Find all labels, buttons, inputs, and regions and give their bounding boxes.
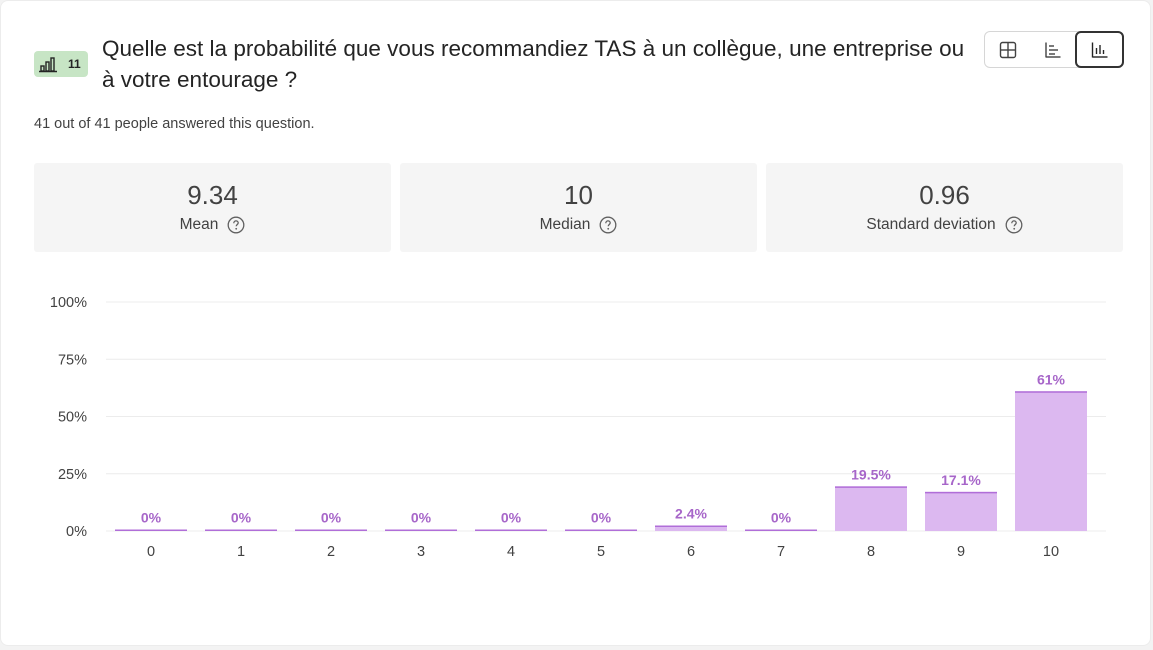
list-view-button[interactable]	[1030, 32, 1075, 67]
question-type-badge: 11	[34, 51, 88, 77]
stat-value: 0.96	[919, 180, 970, 210]
chart-view-button[interactable]	[1075, 31, 1124, 68]
stat-value: 9.34	[187, 180, 238, 210]
stat-standard-deviation: 0.96 Standard deviation	[766, 163, 1123, 252]
data-label: 2.4%	[675, 506, 707, 522]
stat-label: Standard deviation	[866, 216, 996, 233]
data-label: 17.1%	[941, 472, 981, 488]
x-tick-label: 9	[957, 544, 965, 560]
x-tick-label: 1	[237, 544, 245, 560]
data-label: 0%	[771, 510, 792, 526]
stat-median: 10 Median	[400, 163, 757, 252]
grid-icon	[999, 41, 1016, 58]
bar	[655, 525, 727, 531]
y-tick-label: 25%	[58, 467, 87, 483]
x-tick-label: 5	[597, 544, 605, 560]
question-number: 11	[68, 57, 81, 71]
stat-label: Mean	[179, 216, 219, 233]
x-tick-label: 6	[687, 544, 695, 560]
stat-mean: 9.34 Mean	[34, 163, 391, 252]
answered-count: 41 out of 41 people answered this questi…	[34, 116, 315, 132]
data-label: 19.5%	[851, 466, 891, 482]
x-tick-label: 8	[867, 544, 875, 560]
bar	[1015, 391, 1087, 531]
rating-bars-icon	[39, 55, 59, 73]
view-switch	[984, 31, 1124, 68]
data-label: 61%	[1037, 371, 1066, 387]
data-label: 0%	[591, 510, 612, 526]
data-label: 0%	[411, 510, 432, 526]
x-tick-label: 4	[507, 544, 515, 560]
data-label: 0%	[231, 510, 252, 526]
grid-view-button[interactable]	[985, 32, 1030, 67]
horizontal-bars-icon	[1044, 42, 1060, 58]
data-label: 0%	[321, 510, 342, 526]
bar	[925, 491, 997, 531]
x-tick-label: 7	[777, 544, 785, 560]
y-tick-label: 100%	[50, 295, 87, 311]
vertical-bars-icon	[1091, 42, 1107, 58]
x-tick-label: 10	[1043, 544, 1059, 560]
bar	[835, 486, 907, 531]
y-tick-label: 75%	[58, 352, 87, 368]
y-tick-label: 0%	[66, 524, 87, 540]
data-label: 0%	[501, 510, 522, 526]
stat-value: 10	[564, 180, 593, 210]
help-icon[interactable]	[1005, 216, 1023, 234]
stat-label: Median	[539, 216, 591, 233]
question-title: Quelle est la probabilité que vous recom…	[102, 36, 965, 92]
data-label: 0%	[141, 510, 162, 526]
x-tick-label: 0	[147, 544, 155, 560]
x-tick-label: 3	[417, 544, 425, 560]
x-tick-label: 2	[327, 544, 335, 560]
help-icon[interactable]	[227, 216, 245, 234]
help-icon[interactable]	[599, 216, 617, 234]
y-tick-label: 50%	[58, 410, 87, 426]
